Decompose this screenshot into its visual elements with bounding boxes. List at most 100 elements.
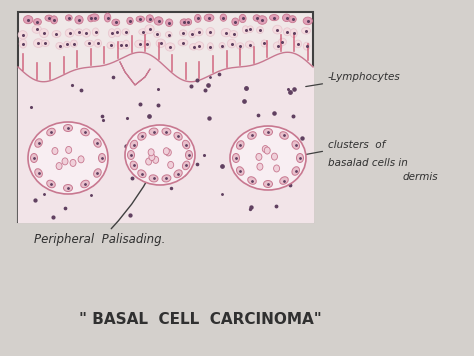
Ellipse shape [149,128,158,135]
Ellipse shape [165,32,172,38]
Ellipse shape [164,148,169,155]
Ellipse shape [47,180,55,188]
Ellipse shape [41,40,49,47]
Ellipse shape [283,28,291,36]
Ellipse shape [204,14,214,21]
Ellipse shape [32,25,41,33]
Text: " BASAL  CELL  CARCINOMA": " BASAL CELL CARCINOMA" [79,313,321,328]
Ellipse shape [180,19,188,26]
Ellipse shape [290,29,297,37]
Ellipse shape [94,40,101,47]
Ellipse shape [283,14,291,22]
Ellipse shape [273,42,283,50]
Ellipse shape [71,40,77,47]
Ellipse shape [207,43,213,51]
Ellipse shape [230,126,306,190]
Ellipse shape [242,26,249,33]
Ellipse shape [138,170,146,178]
Ellipse shape [35,169,42,177]
Ellipse shape [64,41,70,48]
Ellipse shape [82,29,91,37]
Ellipse shape [185,151,192,159]
Ellipse shape [64,184,73,192]
Ellipse shape [239,14,246,23]
Ellipse shape [109,29,116,38]
Ellipse shape [194,14,201,22]
Ellipse shape [247,26,254,32]
Ellipse shape [257,16,267,24]
Ellipse shape [232,18,239,26]
Ellipse shape [56,42,64,49]
Ellipse shape [256,153,262,161]
Ellipse shape [273,25,282,34]
Ellipse shape [162,175,171,182]
Ellipse shape [144,40,150,48]
Ellipse shape [264,147,270,154]
Ellipse shape [280,177,288,184]
Ellipse shape [127,17,133,25]
Ellipse shape [174,132,182,140]
Ellipse shape [125,125,195,185]
Ellipse shape [237,43,244,49]
Ellipse shape [195,42,204,50]
Ellipse shape [149,153,155,161]
Ellipse shape [64,125,73,131]
Ellipse shape [92,28,99,36]
Ellipse shape [248,132,256,139]
Ellipse shape [18,31,27,39]
Ellipse shape [107,42,115,49]
Ellipse shape [136,16,145,22]
Ellipse shape [24,16,33,24]
Ellipse shape [70,159,76,166]
Ellipse shape [145,25,154,33]
Text: clusters  of: clusters of [306,140,385,155]
Ellipse shape [154,17,163,25]
Ellipse shape [273,165,280,172]
Ellipse shape [88,15,94,22]
Ellipse shape [297,153,303,162]
Ellipse shape [156,39,165,47]
Ellipse shape [221,28,231,37]
Ellipse shape [66,146,72,153]
Text: -Lymphocytes: -Lymphocytes [306,72,401,87]
Ellipse shape [257,163,263,170]
Ellipse shape [229,31,238,38]
Ellipse shape [253,15,260,21]
Ellipse shape [139,29,148,35]
Ellipse shape [294,40,301,48]
Ellipse shape [303,17,312,25]
Ellipse shape [189,31,195,38]
Ellipse shape [289,16,296,23]
Ellipse shape [148,149,154,156]
Ellipse shape [303,42,310,50]
Ellipse shape [292,167,300,175]
Ellipse shape [174,170,182,178]
Ellipse shape [65,15,72,21]
Ellipse shape [178,39,188,46]
Ellipse shape [180,30,187,36]
Ellipse shape [104,13,111,22]
Ellipse shape [138,132,146,140]
Ellipse shape [272,153,277,160]
Ellipse shape [74,29,83,36]
Ellipse shape [81,128,89,136]
Text: basalad cells in: basalad cells in [328,158,408,168]
Ellipse shape [99,153,106,162]
Ellipse shape [123,40,129,49]
Ellipse shape [90,14,99,21]
Ellipse shape [52,147,58,155]
Ellipse shape [270,15,279,21]
Ellipse shape [19,39,27,48]
Ellipse shape [52,31,61,37]
Ellipse shape [45,15,53,21]
Ellipse shape [35,139,42,147]
Ellipse shape [146,15,154,22]
Polygon shape [120,62,150,85]
Ellipse shape [56,163,62,169]
Ellipse shape [65,29,74,37]
Ellipse shape [146,158,152,165]
Ellipse shape [81,180,89,188]
Ellipse shape [194,28,203,36]
Ellipse shape [112,19,119,26]
Ellipse shape [261,40,267,47]
